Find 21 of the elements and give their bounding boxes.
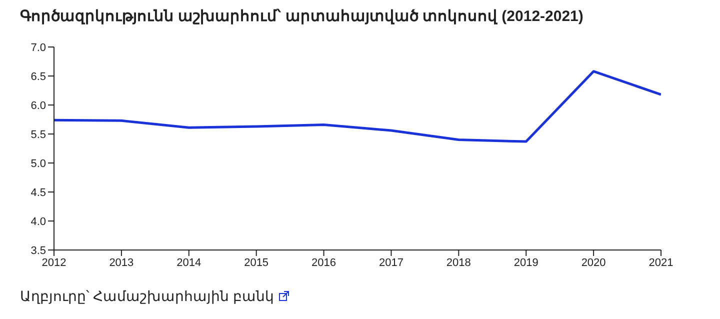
y-tick-label: 3.5 (30, 244, 46, 257)
x-tick-label: 2013 (109, 256, 134, 269)
text: Աղբյուրը՝ Համաշխարհային բանկ (20, 288, 274, 304)
y-tick-label: 5.5 (30, 128, 46, 141)
x-tick-label: 2018 (446, 256, 471, 269)
y-tick-label: 7.0 (30, 42, 46, 54)
y-tick-label: 5.0 (30, 158, 46, 170)
x-tick-label: 2015 (244, 256, 269, 269)
x-tick-label: 2016 (312, 256, 336, 269)
y-tick-label: 4.0 (30, 216, 46, 228)
y-tick-label: 6.0 (30, 100, 46, 112)
x-tick-label: 2020 (581, 256, 606, 269)
y-tick-label: 4.5 (30, 186, 46, 199)
y-tick-label: 6.5 (30, 70, 46, 83)
x-tick-label: 2019 (514, 256, 538, 269)
x-tick-label: 2014 (176, 256, 202, 269)
x-tick-label: 2017 (378, 256, 404, 269)
x-tick-label: 2012 (42, 256, 66, 269)
chart-title: Գործազրկությունն աշխարհում՝ արտահայտված տոկոսով (2012-2021) (20, 7, 584, 25)
line-series (54, 70, 661, 143)
x-tick-label: 2021 (648, 256, 674, 269)
